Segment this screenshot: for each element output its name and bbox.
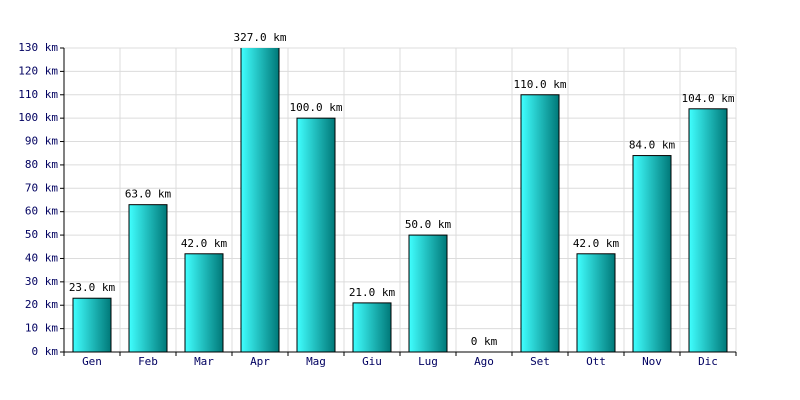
y-tick-label: 40 km — [25, 251, 58, 264]
value-label: 110.0 km — [514, 78, 567, 91]
y-tick-label: 10 km — [25, 322, 58, 335]
y-tick-label: 130 km — [18, 41, 58, 54]
bar — [184, 253, 224, 352]
value-label: 42.0 km — [181, 237, 228, 250]
y-tick-label: 110 km — [18, 88, 58, 101]
value-label: 100.0 km — [290, 101, 343, 114]
bar — [296, 117, 336, 352]
bar — [408, 234, 448, 352]
x-tick-label: Apr — [250, 355, 270, 368]
bar — [632, 155, 672, 352]
value-label: 104.0 km — [682, 92, 735, 105]
x-tick-label: Mar — [194, 355, 214, 368]
x-tick-label: Giu — [362, 355, 382, 368]
bar — [688, 108, 728, 352]
bar — [128, 204, 168, 352]
y-tick-label: 0 km — [32, 345, 59, 358]
y-tick-label: 80 km — [25, 158, 58, 171]
x-tick-label: Dic — [698, 355, 718, 368]
x-tick-label: Ago — [474, 355, 494, 368]
x-tick-label: Feb — [138, 355, 158, 368]
bar — [240, 48, 280, 352]
x-tick-label: Lug — [418, 355, 438, 368]
y-tick-label: 60 km — [25, 205, 58, 218]
value-label: 84.0 km — [629, 139, 676, 152]
bar — [576, 253, 616, 352]
y-tick-label: 90 km — [25, 135, 58, 148]
y-tick-label: 20 km — [25, 298, 58, 311]
x-tick-label: Nov — [642, 355, 662, 368]
bar — [520, 94, 560, 352]
x-tick-label: Gen — [82, 355, 102, 368]
value-label: 50.0 km — [405, 218, 452, 231]
y-tick-label: 30 km — [25, 275, 58, 288]
x-tick-label: Ott — [586, 355, 606, 368]
value-label: 327.0 km — [234, 31, 287, 44]
bar — [352, 302, 392, 352]
value-label: 42.0 km — [573, 237, 620, 250]
bar — [72, 297, 112, 352]
y-tick-label: 120 km — [18, 64, 58, 77]
bars — [72, 48, 728, 352]
y-tick-label: 70 km — [25, 181, 58, 194]
x-tick-label: Set — [530, 355, 550, 368]
value-label: 23.0 km — [69, 281, 116, 294]
x-tick-label: Mag — [306, 355, 326, 368]
value-label: 21.0 km — [349, 286, 396, 299]
value-label: 63.0 km — [125, 188, 172, 201]
y-tick-label: 100 km — [18, 111, 58, 124]
value-label: 0 km — [471, 335, 498, 348]
y-tick-label: 50 km — [25, 228, 58, 241]
